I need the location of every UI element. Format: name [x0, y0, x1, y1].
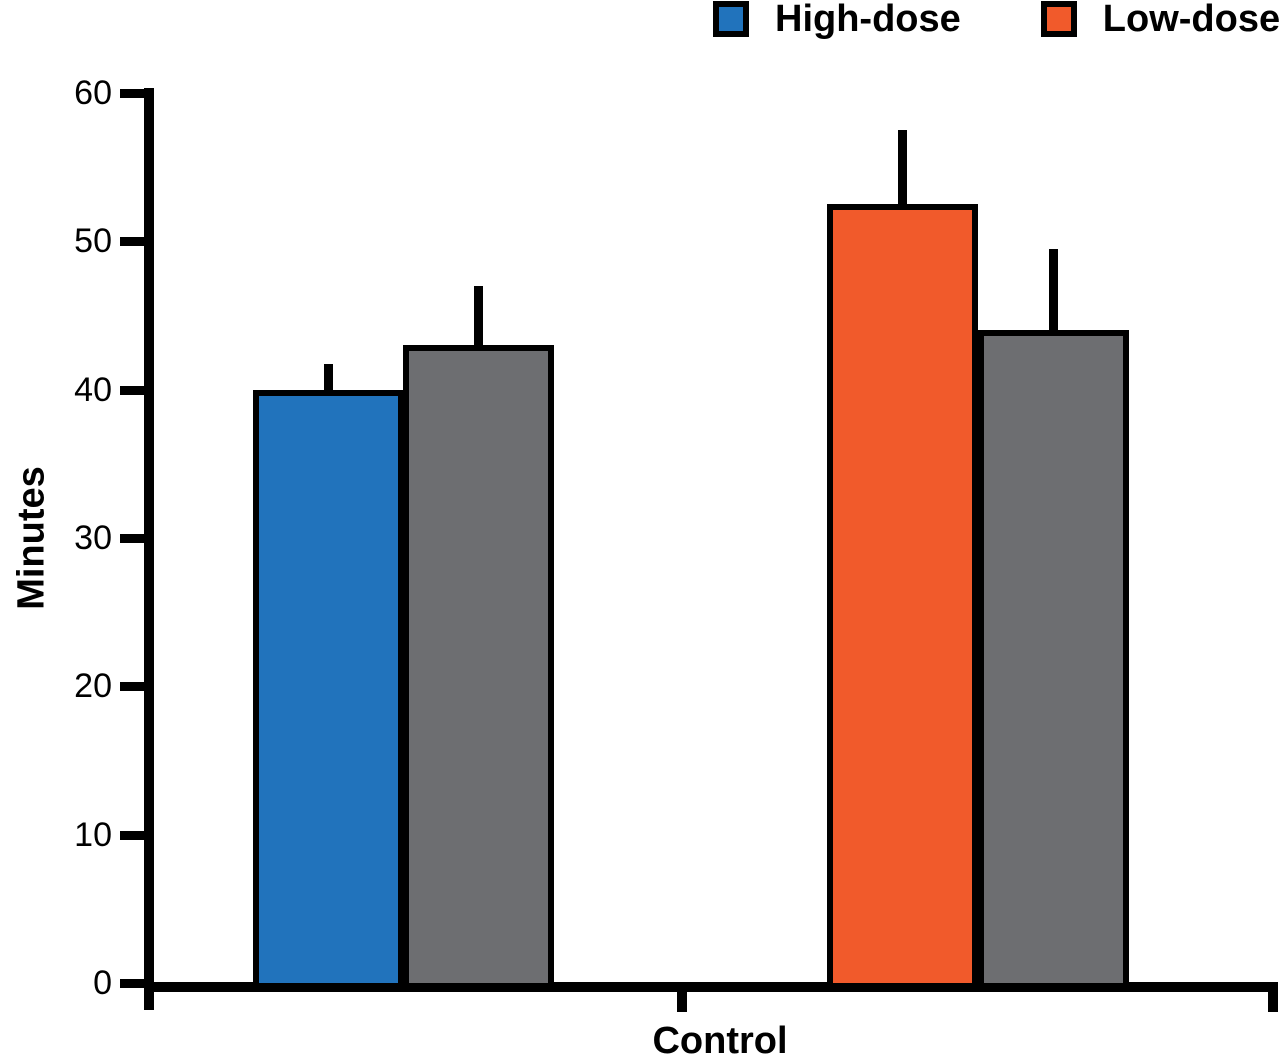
y-tick-label-60: 60: [74, 74, 112, 112]
legend-swatch-high-dose: [713, 1, 749, 37]
y-tick-0: [120, 979, 144, 988]
legend-label-high-dose: High-dose: [775, 0, 961, 40]
x-axis-line: [144, 982, 1278, 992]
error-bar-unlabeled-group2: [1049, 249, 1058, 340]
bar-unlabeled-group2: [978, 330, 1129, 989]
x-axis-title: Control: [652, 1020, 788, 1060]
y-tick-label-30: 30: [74, 519, 112, 557]
y-tick-40: [120, 386, 144, 395]
error-bar-high-dose: [324, 364, 333, 400]
error-bar-low-dose: [898, 130, 907, 214]
y-tick-label-0: 0: [93, 964, 112, 1002]
error-bar-unlabeled-group1: [474, 286, 483, 355]
legend-item-high-dose: High-dose: [713, 0, 961, 38]
x-tick-2: [1268, 990, 1278, 1012]
y-tick-30: [120, 534, 144, 543]
y-axis-line: [144, 88, 154, 1010]
legend: High-dose Low-dose: [713, 0, 1280, 38]
y-tick-50: [120, 237, 144, 246]
y-axis-title: Minutes: [10, 466, 53, 610]
y-tick-label-40: 40: [74, 371, 112, 409]
y-tick-label-50: 50: [74, 222, 112, 260]
y-tick-10: [120, 831, 144, 840]
y-tick-60: [120, 89, 144, 98]
bar-unlabeled-group1: [403, 345, 554, 989]
legend-label-low-dose: Low-dose: [1102, 0, 1280, 40]
bar-low-dose: [827, 204, 978, 989]
y-tick-20: [120, 682, 144, 691]
bar-high-dose: [253, 390, 404, 989]
y-tick-label-20: 20: [74, 667, 112, 705]
y-tick-label-10: 10: [74, 816, 112, 854]
legend-swatch-low-dose: [1040, 1, 1077, 37]
x-tick-1: [677, 990, 687, 1012]
legend-item-low-dose: Low-dose: [1040, 0, 1280, 40]
